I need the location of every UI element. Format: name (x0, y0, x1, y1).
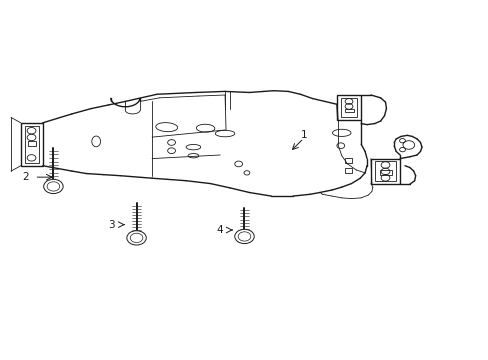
Text: 3: 3 (108, 220, 115, 230)
Circle shape (126, 231, 146, 245)
Text: 4: 4 (217, 225, 223, 235)
Text: 1: 1 (300, 130, 306, 140)
Text: 2: 2 (22, 172, 29, 182)
Circle shape (43, 179, 63, 194)
Circle shape (234, 229, 254, 244)
